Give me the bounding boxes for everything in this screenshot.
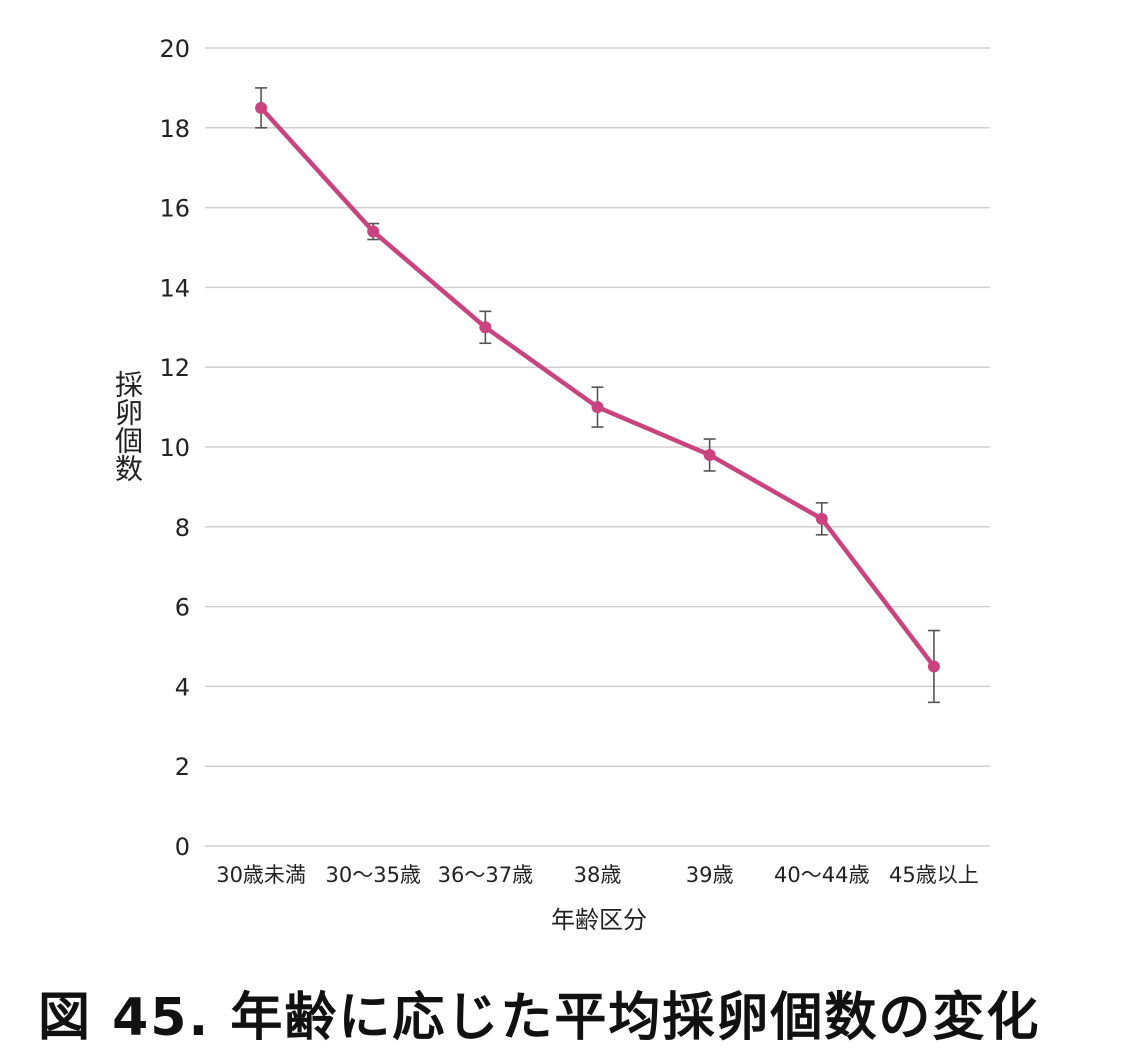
data-point bbox=[591, 401, 604, 414]
data-point bbox=[927, 660, 940, 673]
data-point bbox=[815, 512, 828, 525]
figure-caption: 図 45. 年齢に応じた平均採卵個数の変化 bbox=[38, 988, 1041, 1048]
y-tick-label: 8 bbox=[175, 514, 190, 542]
y-tick-label: 2 bbox=[175, 753, 190, 781]
y-tick-label: 4 bbox=[175, 673, 190, 701]
data-point bbox=[255, 101, 268, 114]
data-points bbox=[255, 101, 940, 673]
error-bars bbox=[255, 87, 940, 704]
gridlines bbox=[205, 47, 990, 847]
x-tick-label: 39歳 bbox=[686, 863, 734, 887]
x-axis-ticks: 30歳未満 30～35歳 36～37歳 38歳 39歳 40～44歳 45歳以上 bbox=[216, 863, 979, 887]
data-point bbox=[703, 448, 716, 461]
y-tick-label: 16 bbox=[159, 195, 190, 223]
y-tick-label: 12 bbox=[159, 354, 190, 382]
y-tick-label: 6 bbox=[175, 594, 190, 622]
y-axis-label: 採卵個数 bbox=[111, 370, 144, 482]
y-axis-ticks: 0 2 4 6 8 10 12 14 16 18 20 bbox=[159, 35, 190, 861]
line-chart: 0 2 4 6 8 10 12 14 16 18 20 30歳未満 30～35歳 36～37歳 38歳 39… bbox=[159, 35, 990, 934]
y-tick-label: 18 bbox=[159, 115, 190, 143]
data-point bbox=[367, 225, 380, 238]
x-tick-label: 36～37歳 bbox=[438, 863, 533, 887]
data-point bbox=[479, 321, 492, 334]
x-tick-label: 38歳 bbox=[574, 863, 622, 887]
y-tick-label: 0 bbox=[175, 833, 190, 861]
y-tick-label: 20 bbox=[159, 35, 190, 63]
y-tick-label: 10 bbox=[159, 434, 190, 462]
x-tick-label: 30歳未満 bbox=[216, 863, 306, 887]
y-tick-label: 14 bbox=[159, 274, 190, 302]
x-tick-label: 45歳以上 bbox=[889, 863, 979, 887]
x-tick-label: 30～35歳 bbox=[325, 863, 420, 887]
x-axis-label: 年齢区分 bbox=[551, 906, 647, 934]
x-tick-label: 40～44歳 bbox=[774, 863, 869, 887]
